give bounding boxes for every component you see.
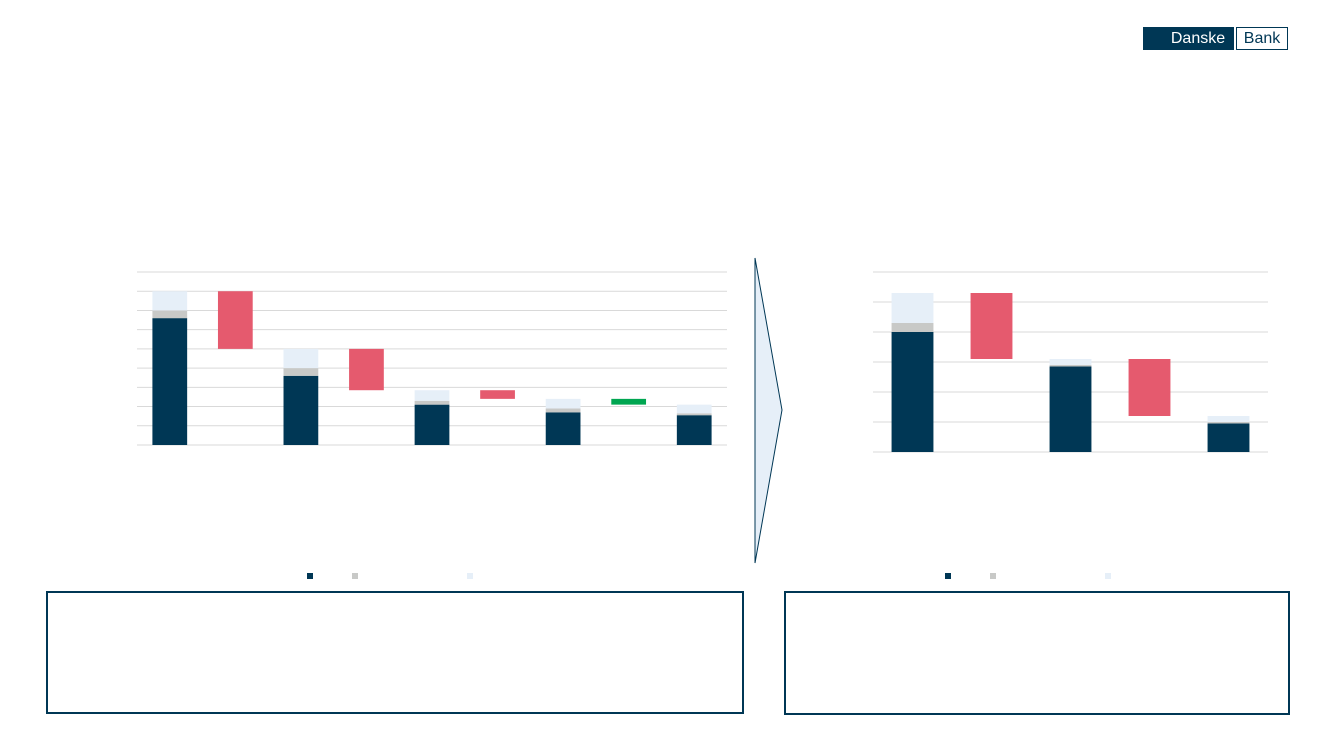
logo-text: Bank (1244, 30, 1281, 47)
bar-segment (283, 375, 319, 445)
bar-segment (1049, 359, 1092, 365)
bar-segment (152, 310, 188, 319)
text-box (784, 591, 1290, 715)
bar-segment (676, 413, 712, 416)
bar-segment (414, 400, 450, 405)
change-bar (970, 293, 1013, 359)
change-bar (611, 398, 647, 405)
bar-segment (414, 390, 450, 401)
bar-segment (283, 348, 319, 369)
text-box (46, 591, 744, 714)
legend-swatch (352, 573, 358, 579)
change-bar (480, 390, 515, 399)
change-bar (217, 291, 253, 349)
bar-segment (545, 412, 581, 445)
arrow (754, 257, 783, 564)
legend-swatch (307, 573, 313, 579)
logo-box (1236, 27, 1288, 50)
change-bar (1128, 359, 1171, 416)
logo-text: Danske (1171, 30, 1225, 47)
bar-segment (1049, 365, 1092, 367)
bar-segment (1049, 366, 1092, 452)
bar-segment (1207, 416, 1250, 422)
bar-segment (676, 404, 712, 414)
bar-segment (545, 398, 581, 409)
logo-box (1143, 27, 1234, 50)
legend-swatch (1105, 573, 1111, 579)
bar-segment (545, 408, 581, 413)
legend-swatch (945, 573, 951, 579)
bar-segment (283, 368, 319, 376)
bar-segment (891, 293, 934, 323)
bar-segment (152, 291, 188, 311)
bar-segment (676, 415, 712, 445)
bar-segment (414, 404, 450, 445)
change-bar (349, 348, 384, 391)
bar-segment (1207, 423, 1250, 452)
bar-segment (891, 332, 934, 452)
bar-segment (152, 318, 188, 445)
legend-swatch (990, 573, 996, 579)
bar-segment (891, 323, 934, 332)
legend-swatch (467, 573, 473, 579)
bar-segment (1207, 422, 1250, 424)
